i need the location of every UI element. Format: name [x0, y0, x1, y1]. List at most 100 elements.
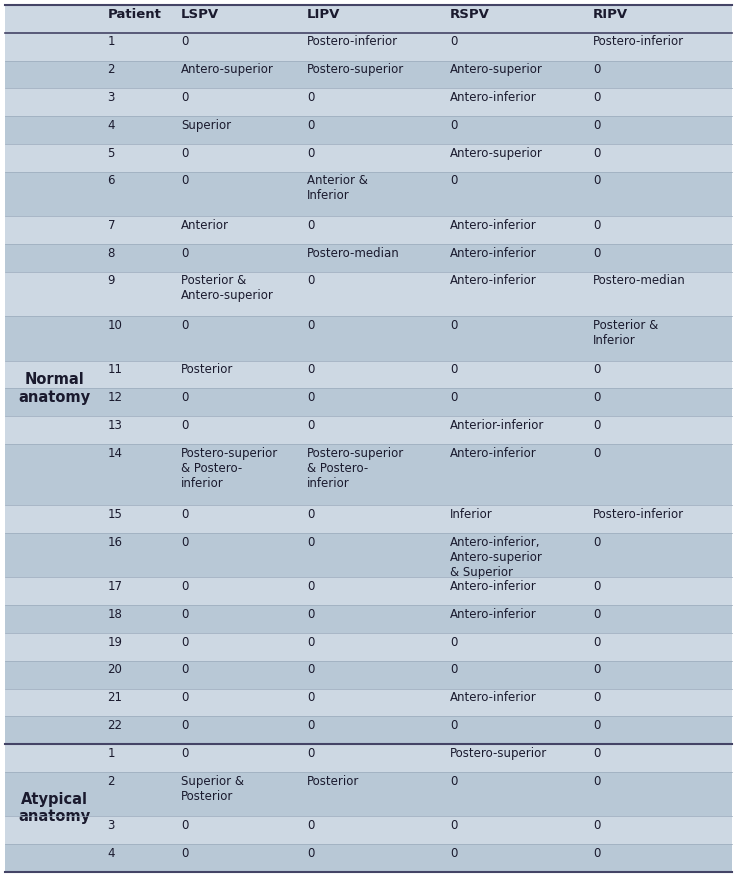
Text: 0: 0	[593, 446, 601, 460]
Text: 0: 0	[307, 747, 315, 759]
Bar	[446, 505, 589, 533]
Text: 0: 0	[307, 608, 315, 621]
Bar	[177, 633, 303, 660]
Bar	[177, 172, 303, 217]
Bar	[303, 172, 446, 217]
Bar	[103, 688, 177, 717]
Bar	[446, 116, 589, 144]
Bar	[589, 688, 732, 717]
Text: 0: 0	[593, 608, 601, 621]
Text: 0: 0	[307, 118, 315, 132]
Bar	[446, 745, 589, 772]
Text: 0: 0	[450, 847, 458, 859]
Text: 5: 5	[108, 146, 115, 160]
Bar	[446, 845, 589, 872]
Bar	[303, 389, 446, 417]
Text: Antero-superior: Antero-superior	[450, 146, 543, 160]
Bar	[103, 144, 177, 172]
Bar	[446, 272, 589, 317]
Text: 0: 0	[181, 35, 189, 48]
Bar	[103, 89, 177, 116]
Bar	[103, 444, 177, 505]
Bar	[589, 360, 732, 389]
Bar	[303, 32, 446, 61]
Text: 0: 0	[307, 91, 315, 104]
Text: Anterior &
Inferior: Anterior & Inferior	[307, 175, 368, 203]
Text: 3: 3	[108, 91, 115, 104]
Text: RSPV: RSPV	[450, 8, 490, 20]
Text: 0: 0	[181, 146, 189, 160]
Bar	[5, 816, 103, 845]
Text: Posterior &
Inferior: Posterior & Inferior	[593, 319, 658, 346]
Text: 14: 14	[108, 446, 122, 460]
Text: 0: 0	[593, 63, 601, 76]
Bar	[103, 717, 177, 745]
Text: 0: 0	[307, 719, 315, 732]
Text: 0: 0	[307, 636, 315, 649]
Bar	[177, 272, 303, 317]
Bar	[5, 144, 103, 172]
Bar	[446, 244, 589, 272]
Text: 0: 0	[450, 319, 458, 332]
Text: 0: 0	[181, 719, 189, 732]
Bar	[103, 317, 177, 360]
Text: Antero-superior: Antero-superior	[450, 63, 543, 76]
Bar	[303, 505, 446, 533]
Bar	[5, 688, 103, 717]
Text: Posterior &
Antero-superior: Posterior & Antero-superior	[181, 275, 274, 303]
Bar	[5, 5, 732, 32]
Bar	[589, 417, 732, 444]
Text: 0: 0	[593, 118, 601, 132]
Text: 0: 0	[450, 35, 458, 48]
Bar	[103, 533, 177, 577]
Bar	[103, 389, 177, 417]
Text: Antero-inferior: Antero-inferior	[450, 91, 537, 104]
Bar	[446, 444, 589, 505]
Text: Anterior-inferior: Anterior-inferior	[450, 419, 545, 431]
Bar	[303, 116, 446, 144]
Bar	[589, 61, 732, 89]
Bar	[589, 660, 732, 688]
Text: 0: 0	[181, 747, 189, 759]
Text: Anterior: Anterior	[181, 218, 229, 232]
Bar	[303, 272, 446, 317]
Text: 0: 0	[593, 847, 601, 859]
Text: 21: 21	[108, 691, 122, 704]
Text: 15: 15	[108, 508, 122, 521]
Bar	[589, 272, 732, 317]
Bar	[5, 577, 103, 605]
Text: 0: 0	[593, 819, 601, 832]
Bar	[177, 32, 303, 61]
Text: 0: 0	[307, 363, 315, 376]
Bar	[303, 845, 446, 872]
Text: 0: 0	[450, 719, 458, 732]
Text: Antero-inferior: Antero-inferior	[450, 608, 537, 621]
Text: Antero-inferior: Antero-inferior	[450, 275, 537, 288]
Text: Antero-inferior: Antero-inferior	[450, 218, 537, 232]
Bar	[303, 89, 446, 116]
Text: 0: 0	[593, 175, 601, 188]
Text: 10: 10	[108, 319, 122, 332]
Bar	[5, 244, 103, 272]
Bar	[446, 417, 589, 444]
Bar	[446, 633, 589, 660]
Bar	[177, 360, 303, 389]
Bar	[303, 633, 446, 660]
Bar	[589, 505, 732, 533]
Text: 0: 0	[593, 246, 601, 260]
Bar	[446, 688, 589, 717]
Bar	[589, 389, 732, 417]
Bar	[5, 317, 103, 360]
Bar	[103, 32, 177, 61]
Text: 0: 0	[593, 580, 601, 593]
Bar	[589, 577, 732, 605]
Text: 0: 0	[307, 391, 315, 404]
Text: 0: 0	[593, 719, 601, 732]
Bar	[303, 444, 446, 505]
Bar	[303, 577, 446, 605]
Bar	[589, 845, 732, 872]
Text: 2: 2	[108, 774, 115, 788]
Text: 0: 0	[181, 391, 189, 404]
Bar	[446, 217, 589, 244]
Bar	[446, 717, 589, 745]
